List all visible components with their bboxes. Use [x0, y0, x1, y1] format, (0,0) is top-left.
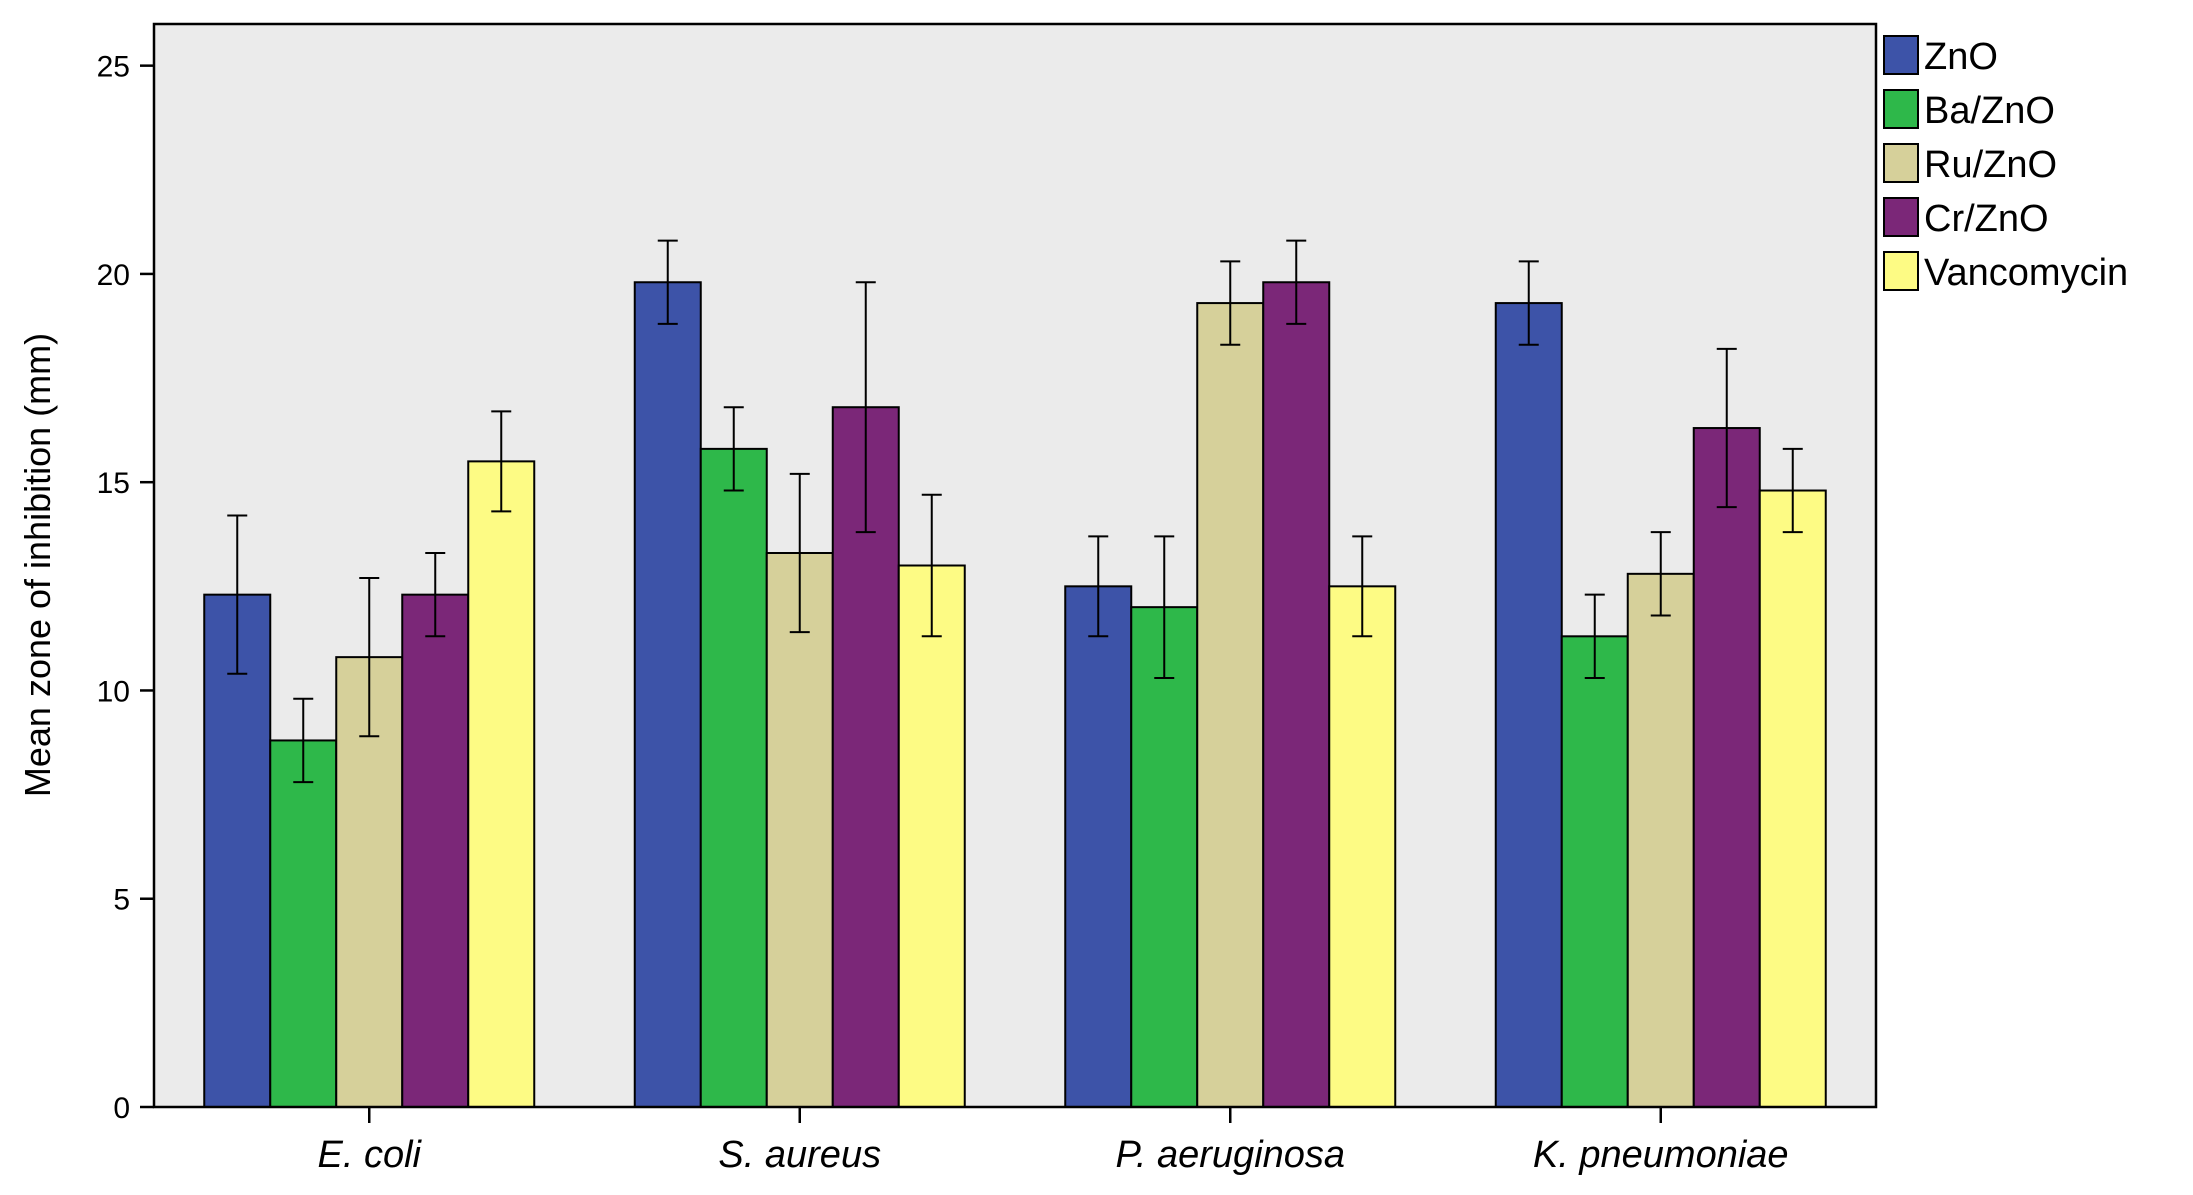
legend-label-zno: ZnO [1924, 36, 1998, 78]
y-axis: 0 5 10 15 20 25 [97, 51, 154, 1125]
legend-label-ru-zno: Ru/ZnO [1924, 144, 2057, 186]
y-tick-label: 0 [113, 1092, 130, 1125]
legend-swatch-ru-zno [1883, 143, 1919, 183]
y-tick-label: 20 [97, 259, 130, 292]
bar-zno-p-aeruginosa [1064, 585, 1133, 1108]
x-tick-label-k-pneumoniae: K. pneumoniae [1533, 1134, 1789, 1176]
plot-border [152, 22, 1878, 1109]
legend-swatch-cr-zno [1883, 197, 1919, 237]
bar-ba-zno-e-coli [269, 739, 338, 1108]
bar-cr-zno-e-coli [401, 593, 470, 1108]
legend-label-cr-zno: Cr/ZnO [1924, 198, 2049, 240]
error-bars-group [227, 239, 1803, 784]
bar-vancomycin-s-aureus [897, 564, 966, 1108]
y-tick-label: 15 [97, 467, 130, 500]
y-tick-label: 25 [97, 51, 130, 84]
legend-swatch-vancomycin [1883, 251, 1919, 291]
legend-label-vancomycin: Vancomycin [1924, 252, 2128, 294]
bar-ba-zno-s-aureus [699, 447, 768, 1109]
y-axis-title: Mean zone of inhibition (mm) [17, 333, 58, 797]
bar-ru-zno-s-aureus [765, 552, 834, 1108]
legend-label-ba-zno: Ba/ZnO [1924, 90, 2055, 132]
x-tick-label-p-aeruginosa: P. aeruginosa [1115, 1134, 1345, 1176]
bar-cr-zno-k-pneumoniae [1692, 427, 1761, 1108]
y-tick-label: 5 [113, 884, 130, 917]
bar-zno-k-pneumoniae [1494, 302, 1563, 1109]
legend-swatch-ba-zno [1883, 89, 1919, 129]
x-tick-label-s-aureus: S. aureus [718, 1134, 881, 1176]
x-axis: E. coli S. aureus P. aeruginosa K. pneumoni… [318, 1107, 1789, 1176]
bar-zno-e-coli [203, 593, 272, 1108]
bar-zno-s-aureus [633, 281, 702, 1108]
y-tick-label: 10 [97, 675, 130, 708]
bar-ba-zno-p-aeruginosa [1130, 606, 1199, 1109]
bar-cr-zno-p-aeruginosa [1262, 281, 1331, 1108]
bar-ru-zno-k-pneumoniae [1626, 572, 1695, 1108]
legend-swatch-zno [1883, 35, 1919, 75]
bar-ba-zno-k-pneumoniae [1560, 635, 1629, 1108]
legend: ZnO Ba/ZnO Ru/ZnO Cr/ZnO Vancomycin [1883, 35, 2128, 294]
x-tick-label-e-coli: E. coli [318, 1134, 423, 1176]
bar-vancomycin-k-pneumoniae [1758, 489, 1827, 1108]
bar-vancomycin-p-aeruginosa [1328, 585, 1397, 1108]
bar-vancomycin-e-coli [467, 460, 536, 1109]
bar-ru-zno-p-aeruginosa [1196, 302, 1265, 1109]
